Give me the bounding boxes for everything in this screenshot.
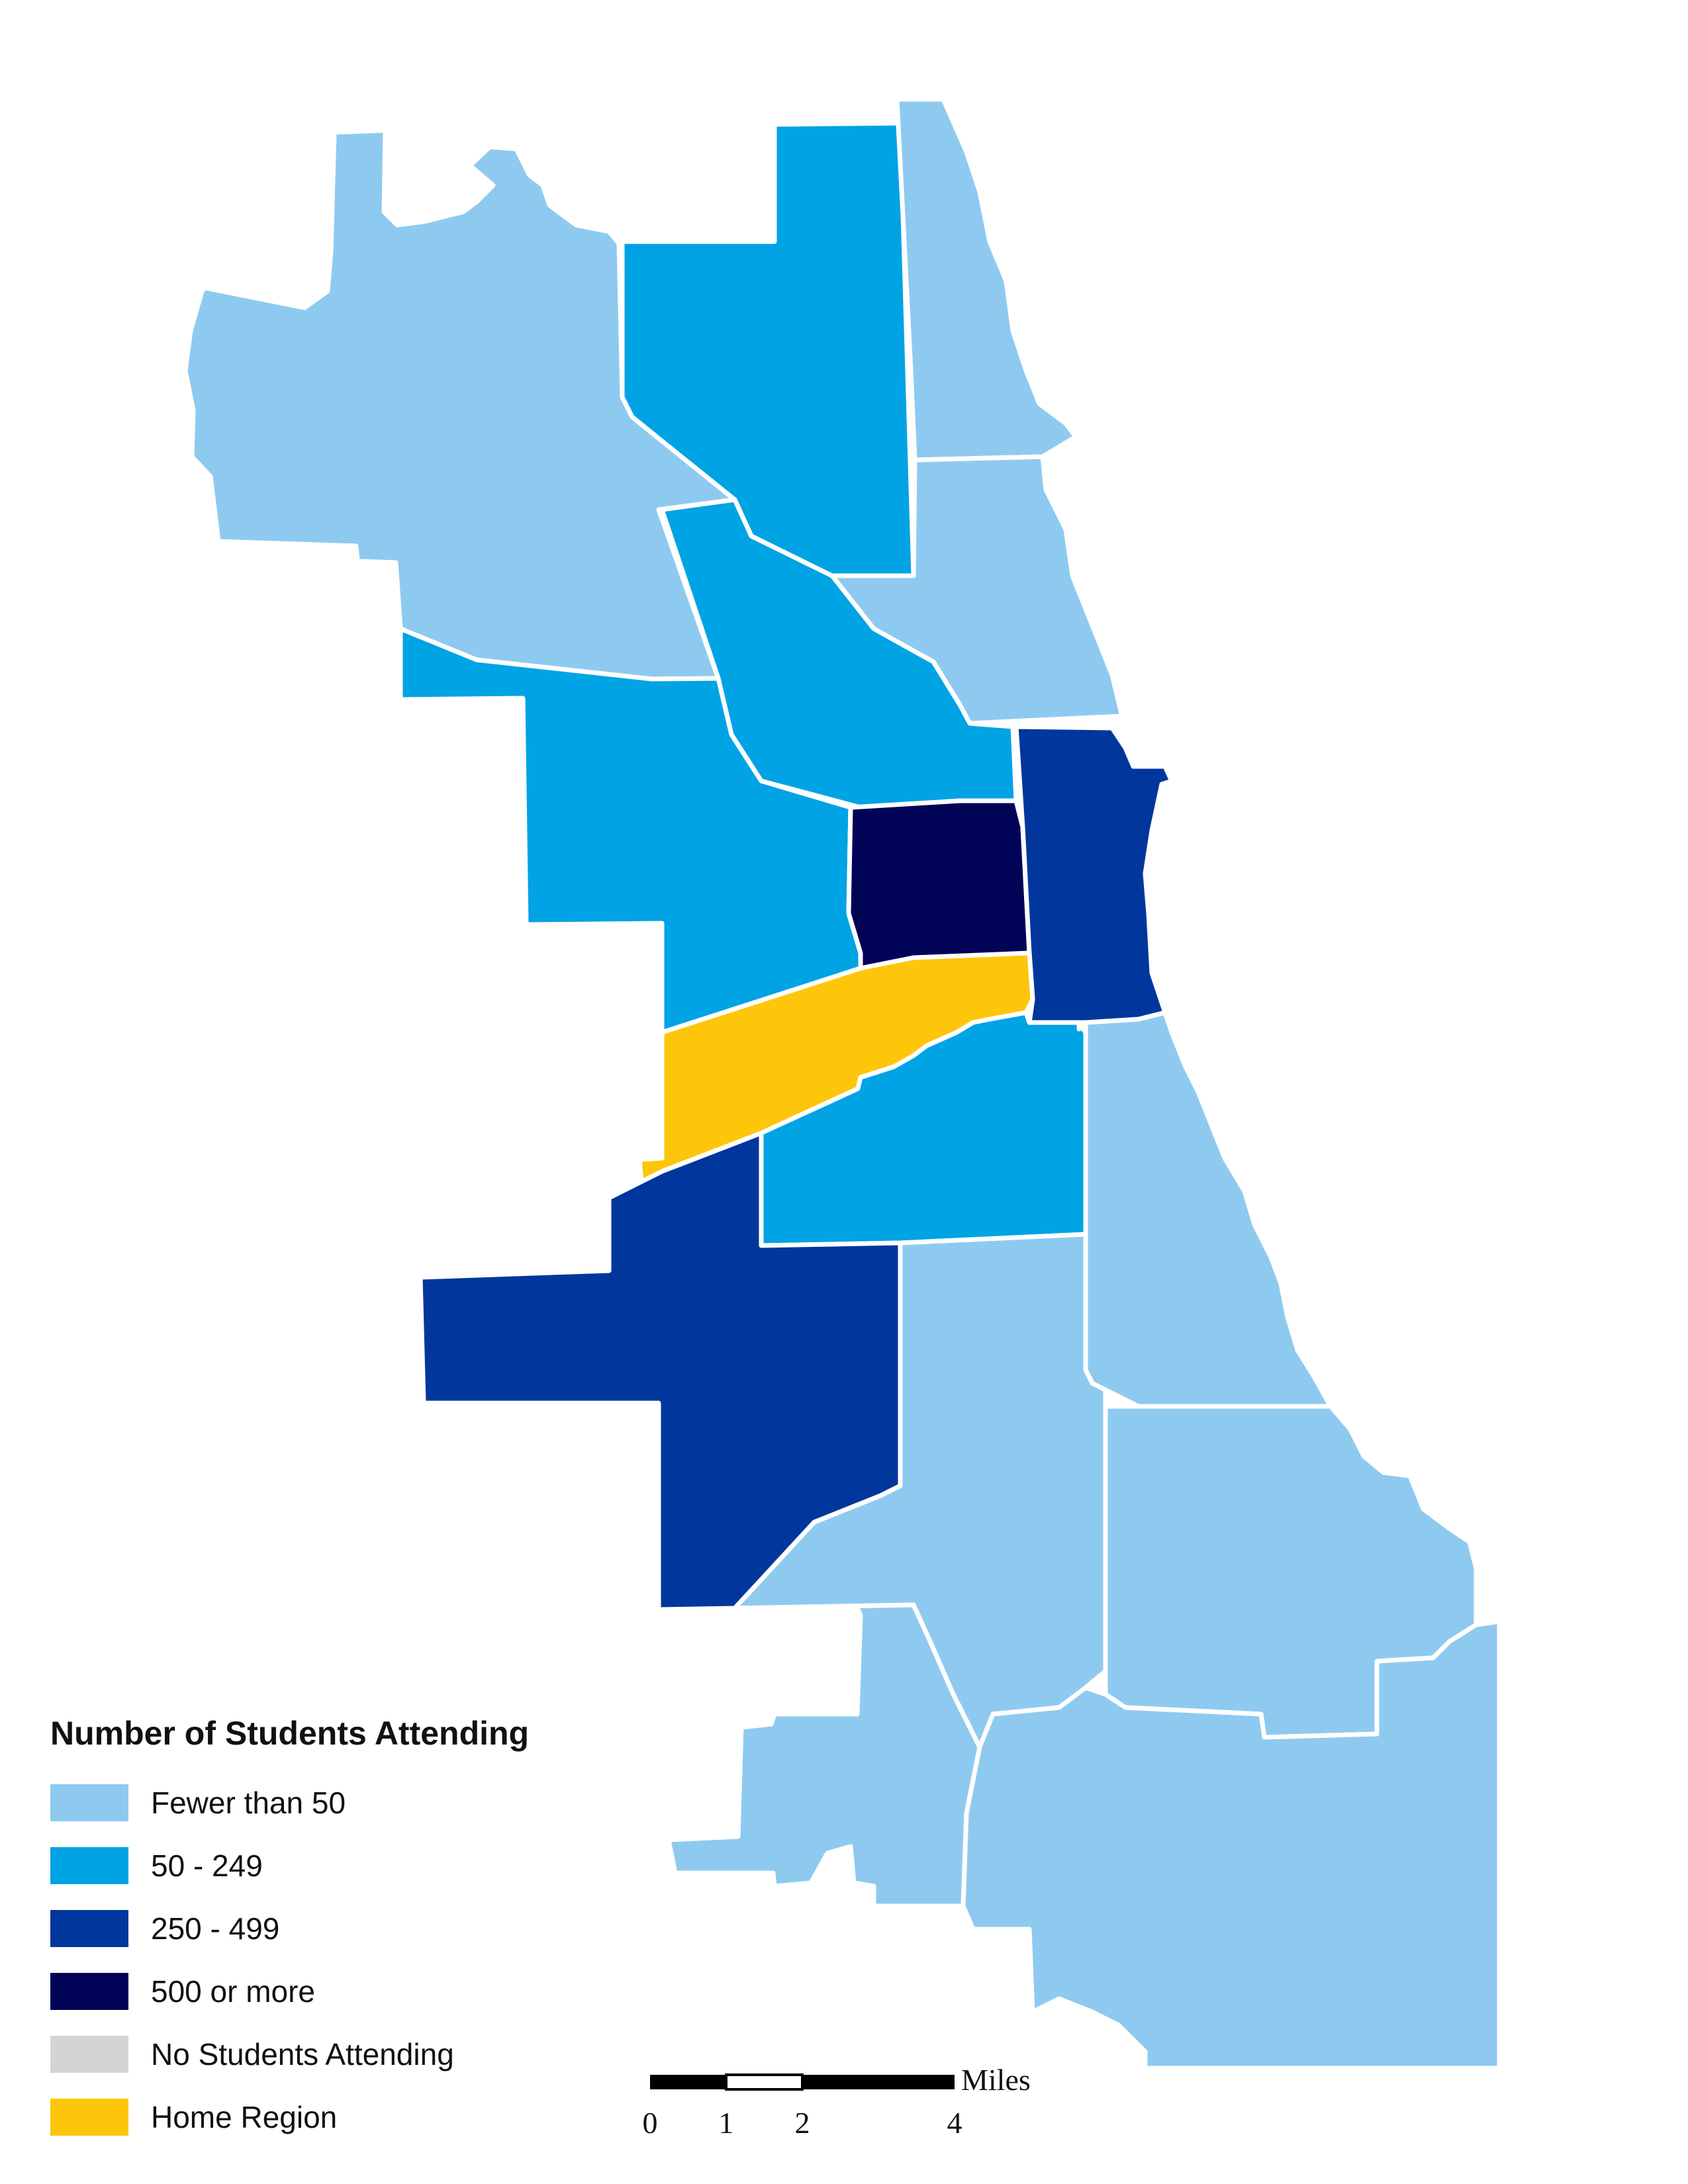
scale-tick-label: 4	[947, 2106, 962, 2140]
legend-label: 50 - 249	[151, 1848, 263, 1883]
scale-segment	[725, 2073, 804, 2091]
region-north-lakefront	[894, 97, 1078, 463]
region-near-west	[846, 798, 1032, 971]
legend-title: Number of Students Attending	[50, 1715, 530, 1752]
legend-swatch	[50, 1909, 128, 1947]
region-central	[1013, 724, 1174, 1025]
legend-swatch	[50, 1784, 128, 1821]
region-far-south	[961, 1619, 1502, 2071]
legend-label: 500 or more	[151, 1974, 316, 2009]
scale-tick-label: 0	[643, 2106, 658, 2140]
legend-swatch	[50, 1846, 128, 1884]
legend-item: 500 or more	[50, 1960, 646, 2023]
scale-segment	[802, 2075, 955, 2089]
scale-bar: Miles 0 1 2 4	[643, 2063, 1031, 2140]
legend-item: 250 - 499	[50, 1897, 646, 1960]
legend-item: 50 - 249	[50, 1834, 646, 1897]
region-far-southwest	[666, 1602, 982, 1909]
legend-swatch	[50, 2098, 128, 2136]
legend-item: No Students Attending	[50, 2023, 646, 2085]
legend-swatch	[50, 1972, 128, 2010]
legend-label: Fewer than 50	[151, 1785, 346, 1820]
map-legend: Number of Students Attending Fewer than …	[50, 1714, 646, 2148]
scale-tick-label: 2	[795, 2106, 810, 2140]
scale-tick-label: 1	[719, 2106, 734, 2140]
region-south-lakefront	[1083, 1010, 1333, 1409]
legend-item: Fewer than 50	[50, 1771, 646, 1834]
legend-label: Home Region	[151, 2099, 338, 2134]
legend-item: Home Region	[50, 2085, 646, 2148]
legend-swatch	[50, 2035, 128, 2073]
legend-label: 250 - 499	[151, 1911, 280, 1946]
scale-segment	[650, 2075, 726, 2089]
scale-unit-label: Miles	[961, 2063, 1031, 2097]
legend-label: No Students Attending	[151, 2036, 454, 2071]
